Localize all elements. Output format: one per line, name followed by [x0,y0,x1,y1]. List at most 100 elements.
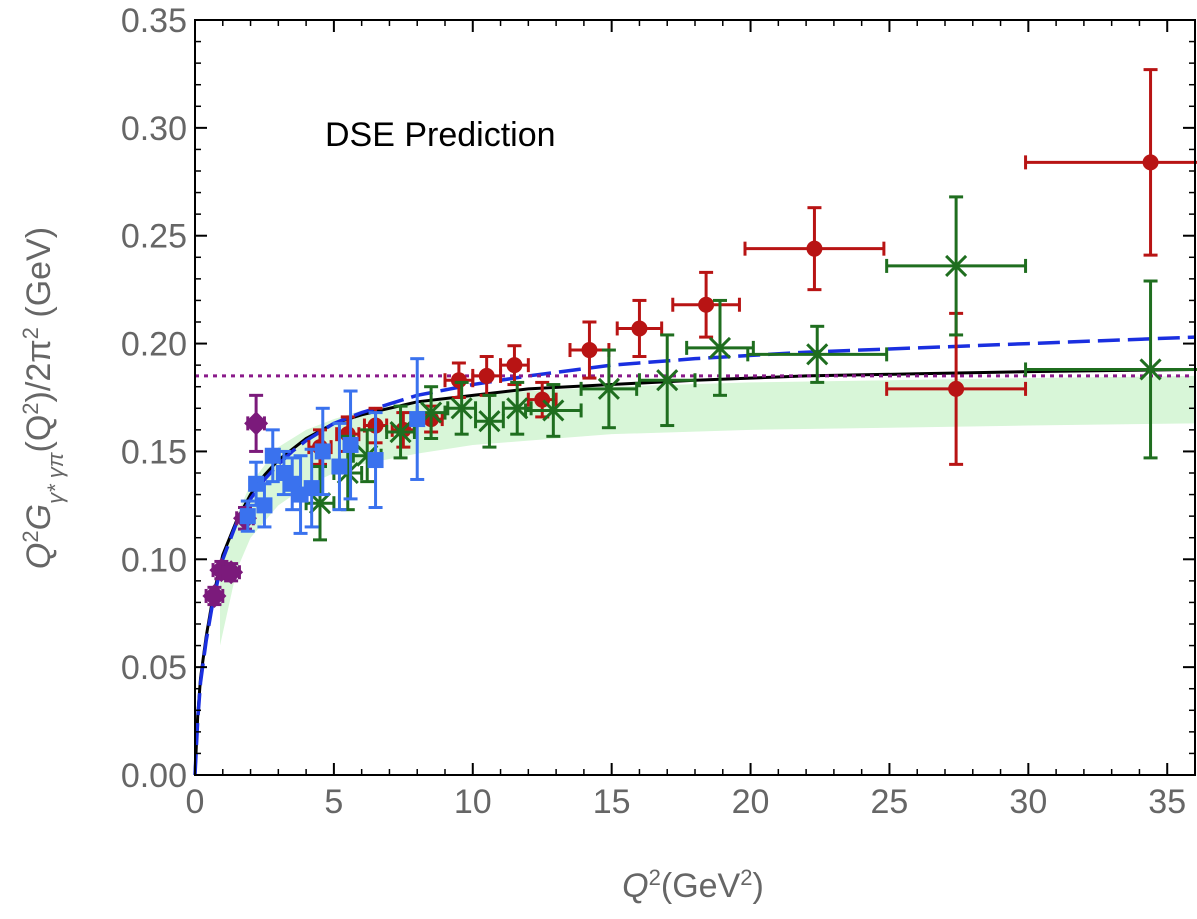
data-point-cross [746,324,889,384]
marker-cross [308,492,332,515]
y-axis-title-div: )/2π [20,339,58,402]
marker-cross [708,336,732,359]
x-axis-title-base: Q [622,867,648,905]
y-axis-title-q: Q [20,543,58,569]
marker-diamond [244,411,269,436]
marker-cross [478,410,501,433]
marker-square [248,475,265,492]
data-point-diamond [219,560,244,585]
data-point-cross [685,298,755,397]
x-axis-title-unit-sup: 2 [740,865,752,890]
x-axis-title: Q2(GeV2) [622,865,764,906]
y-axis-title-unit: (GeV) [20,227,58,327]
series-square [239,357,426,535]
x-tick-label: 30 [1009,783,1047,821]
marker-cross [542,399,565,422]
y-tick-label: 0.00 [121,757,187,795]
marker-diamond [219,560,244,585]
x-axis-title-sup: 2 [649,865,661,890]
data-point-square [264,428,281,484]
data-point-square [342,389,359,501]
marker-square [264,447,281,464]
data-point-circle [443,361,475,399]
marker-square [303,480,320,497]
marker-cross [945,254,968,277]
marker-cross [506,397,529,420]
y-axis-title-sup2: 2 [18,402,43,414]
chart-annotation: DSE Prediction [325,116,556,154]
data-point-square [303,447,320,529]
marker-circle [806,240,823,257]
data-point-square [331,421,348,512]
curve-dashed [193,335,1196,776]
data-point-square [256,482,273,529]
data-point-cross [1024,279,1197,460]
theory-band-area [220,375,1195,646]
data-point-cross [579,348,639,430]
data-series [202,68,1197,608]
x-tick-label: 10 [454,783,492,821]
data-point-square [248,460,265,507]
series-diamond [202,393,269,608]
data-point-cross [637,333,697,428]
data-point-square [367,411,384,510]
marker-square [314,443,331,460]
marker-circle [698,296,715,313]
y-tick-label: 0.25 [121,218,187,256]
marker-square [331,458,348,475]
y-axis-title-sup1: 2 [18,530,43,542]
y-tick-label: 0.30 [121,110,187,148]
data-point-cross [524,383,583,438]
x-tick-label: 15 [593,783,631,821]
data-point-circle [671,270,741,339]
data-point-circle [471,355,503,397]
marker-cross [597,377,620,400]
x-tick-label: 25 [871,783,909,821]
marker-circle [478,367,495,384]
data-point-circle [615,298,664,359]
marker-cross [806,343,829,366]
data-point-circle [743,206,886,292]
marker-circle [450,372,467,389]
data-point-square [239,499,256,533]
x-tick-label: 0 [186,783,205,821]
marker-circle [631,320,648,337]
x-tick-label: 35 [1148,783,1186,821]
axis-ticks: 0 5 10 15 20 25 30 35 0.00 0.05 0.10 0.15 0.20 0.25 0.… [121,2,1196,821]
data-point-cross [385,404,416,460]
y-axis-title-sup3: 2 [18,327,43,339]
data-point-cross [885,195,1028,337]
y-tick-label: 0.20 [121,326,187,364]
x-tick-label: 20 [732,783,770,821]
y-axis-title-arg: (Q [20,415,58,453]
data-point-square [314,406,331,497]
theory-band [220,375,1195,646]
marker-cross [389,420,412,444]
data-point-circle [1024,68,1197,257]
series-cross [304,195,1197,542]
y-tick-label: 0.05 [121,649,187,687]
y-axis-title-sub: γ* γπ [43,451,68,504]
data-point-diamond [244,393,269,453]
y-tick-label: 0.35 [121,2,187,40]
marker-square [239,508,256,525]
y-tick-label: 0.10 [121,541,187,579]
y-tick-label: 0.15 [121,433,187,471]
marker-cross [1139,358,1162,381]
data-point-circle [499,344,530,387]
y-axis-title: Q2Gγ* γπ(Q2)/2π2 (GeV) [18,227,68,569]
x-axis-title-close: ) [752,867,763,905]
marker-cross [656,369,679,392]
x-tick-label: 5 [324,783,343,821]
marker-square [256,497,273,514]
marker-circle [506,357,523,374]
data-point-cross [446,380,478,436]
y-axis-title-g: G [20,504,58,530]
marker-circle [581,342,598,359]
marker-square [409,411,426,428]
data-point-square [284,456,301,512]
marker-circle [1142,154,1159,171]
x-axis-title-unit: (GeV [661,867,741,905]
marker-diamond [202,583,227,608]
